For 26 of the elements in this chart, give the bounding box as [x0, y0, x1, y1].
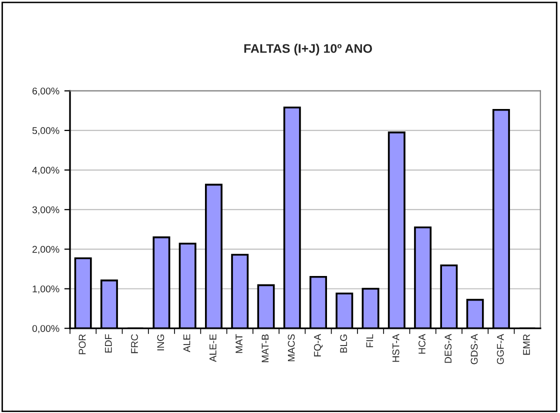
x-tick-label: FIL — [366, 334, 374, 348]
x-tick-label: ALE-E — [210, 334, 216, 362]
y-tick-label: 3,00% — [32, 206, 60, 214]
y-tick-label: 5,00% — [32, 127, 60, 136]
x-tick-label: GGF-A — [496, 334, 504, 364]
y-tick-label: 2,00% — [32, 246, 60, 254]
x-tick-label: EMR — [523, 334, 530, 355]
x-tick-label: GDS-A — [470, 334, 478, 364]
x-tick-label: HCA — [418, 334, 426, 354]
x-tick-label: HST-A — [392, 334, 400, 362]
chart-title: FALTAS (I+J) 10º ANO — [244, 44, 372, 56]
x-tick-label: FRC — [131, 334, 138, 354]
y-tick-label: 1,00% — [32, 285, 60, 294]
x-tick-label: MACS — [288, 334, 295, 362]
y-tick-label: 6,00% — [32, 88, 60, 96]
x-tick-label: DES-A — [444, 334, 452, 363]
x-tick-label: BLG — [340, 334, 348, 353]
x-tick-label: POR — [78, 334, 86, 354]
x-tick-label: MAT-B — [262, 334, 269, 362]
x-tick-label: ING — [157, 334, 164, 350]
x-tick-label: MAT — [236, 334, 242, 353]
x-tick-label: ALE — [183, 334, 190, 352]
x-tick-label: EDF — [105, 334, 112, 353]
y-tick-label: 4,00% — [32, 166, 60, 175]
x-tick-label: FQ-A — [314, 334, 323, 356]
y-tick-label: 0,00% — [32, 325, 60, 334]
